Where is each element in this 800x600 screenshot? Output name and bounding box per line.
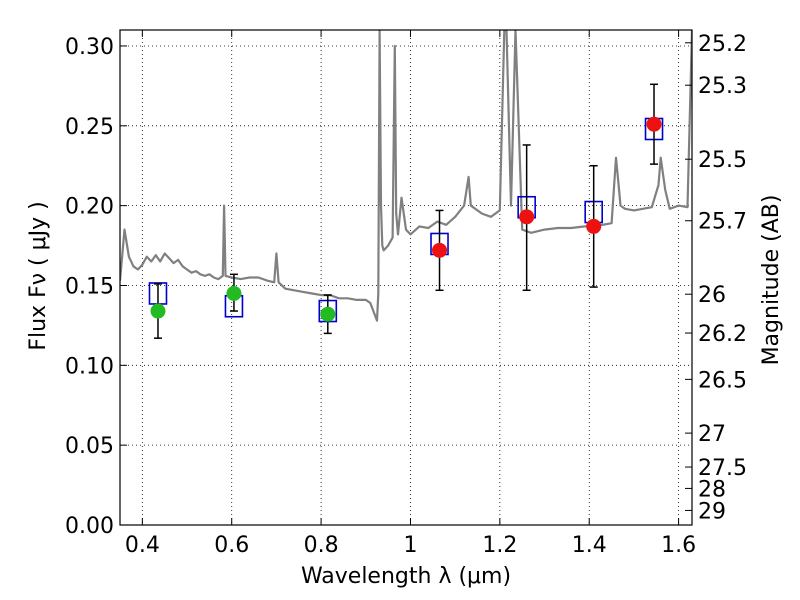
grid-lines	[120, 30, 692, 526]
model-spectrum-line	[120, 30, 692, 322]
observed-flux-point	[320, 306, 336, 322]
y-tick-label: 0.30	[65, 35, 114, 60]
axis-ticks: 0.4 0.6 0.8 1 1.2 1.4 1.6 0.00 0.05 0.10 0.15 0.20 0…	[65, 30, 747, 558]
x-tick-label: 0.4	[125, 533, 160, 558]
observed-flux-point	[150, 303, 166, 319]
y-axis-label: Flux Fν ( μJy )	[26, 201, 51, 350]
magnitude-tick-label: 26.5	[698, 368, 747, 393]
x-tick-label: 1	[403, 533, 417, 558]
observed-flux-point	[432, 242, 448, 258]
observed-flux-point	[519, 209, 535, 225]
x-tick-label: 1.2	[482, 533, 517, 558]
plot-area	[120, 30, 692, 339]
magnitude-tick-label: 25.7	[698, 210, 747, 235]
observed-flux-point	[226, 285, 242, 301]
magnitude-axis-label: Magnitude (AB)	[759, 195, 784, 366]
x-tick-label: 1.4	[572, 533, 607, 558]
magnitude-tick-label: 27.5	[698, 456, 747, 481]
observed-flux-point	[646, 116, 662, 132]
x-tick-label: 0.6	[214, 533, 249, 558]
magnitude-tick-label: 25.2	[698, 32, 747, 57]
y-tick-label: 0.10	[65, 354, 114, 379]
y-tick-label: 0.20	[65, 195, 114, 220]
x-axis-label: Wavelength λ (μm)	[301, 564, 511, 589]
x-tick-label: 0.8	[304, 533, 339, 558]
magnitude-tick-label: 26.2	[698, 322, 747, 347]
y-tick-label: 0.05	[65, 434, 114, 459]
magnitude-tick-label: 25.3	[698, 74, 747, 99]
magnitude-tick-label: 25.5	[698, 148, 747, 173]
magnitude-tick-label: 28	[698, 477, 726, 502]
y-tick-label: 0.00	[65, 514, 114, 539]
magnitude-tick-label: 29	[698, 499, 726, 524]
y-tick-label: 0.25	[65, 115, 114, 140]
x-tick-label: 1.6	[661, 533, 696, 558]
y-tick-label: 0.15	[65, 274, 114, 299]
plot-frame	[119, 29, 693, 526]
magnitude-tick-label: 26	[698, 283, 726, 308]
observed-flux-point	[586, 218, 602, 234]
magnitude-tick-label: 27	[698, 422, 726, 447]
